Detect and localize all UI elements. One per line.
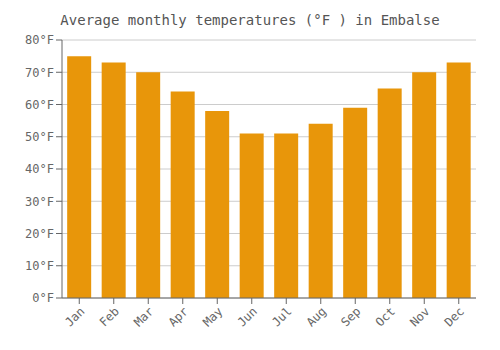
svg-text:60°F: 60°F: [25, 98, 54, 112]
svg-text:20°F: 20°F: [25, 227, 54, 241]
svg-text:30°F: 30°F: [25, 195, 54, 209]
svg-text:Oct: Oct: [373, 304, 398, 329]
html-text:Average monthly temperatures (: Average monthly temperatures (°F ) in Em…: [60, 12, 440, 28]
svg-text:Aug: Aug: [304, 304, 329, 329]
svg-text:50°F: 50°F: [25, 130, 54, 144]
svg-text:Dec: Dec: [442, 304, 467, 329]
svg-text:Feb: Feb: [97, 304, 122, 329]
svg-text:80°F: 80°F: [25, 33, 54, 47]
svg-text:Apr: Apr: [166, 304, 191, 329]
svg-text:May: May: [200, 304, 225, 329]
svg-text:Sep: Sep: [338, 304, 363, 329]
svg-text:Nov: Nov: [407, 304, 432, 329]
svg-text:Jun: Jun: [235, 304, 260, 329]
svg-text:0°F: 0°F: [32, 291, 54, 305]
svg-text:40°F: 40°F: [25, 162, 54, 176]
svg-text:70°F: 70°F: [25, 66, 54, 80]
svg-text:Jul: Jul: [269, 304, 294, 329]
svg-text:Mar: Mar: [131, 304, 156, 329]
svg-text:Jan: Jan: [62, 304, 87, 329]
svg-text:10°F: 10°F: [25, 259, 54, 273]
